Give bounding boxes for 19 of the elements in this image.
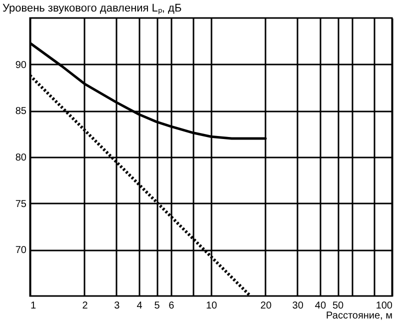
x-tick-label: 30 — [292, 300, 304, 312]
y-tick-label: 90 — [15, 60, 27, 71]
x-tick-label: 40 — [314, 300, 326, 312]
x-tick-label: 1 — [30, 300, 36, 312]
y-tick-label: 70 — [15, 245, 27, 256]
x-tick-label: 20 — [260, 300, 272, 312]
x-tick-label: 50 — [332, 300, 344, 312]
y-tick-label: 85 — [15, 106, 27, 118]
y-tick-label: 80 — [15, 152, 27, 164]
x-tick-label: 4 — [136, 300, 143, 312]
x-tick-label: 10 — [206, 300, 218, 312]
x-axis-title: Расстояние, м — [326, 310, 393, 322]
x-tick-label: 6 — [168, 300, 175, 312]
y-tick-label: 75 — [15, 198, 27, 210]
y-axis-title: Уровень звукового давления Lₚ, дБ — [2, 2, 182, 14]
x-tick-label: 5 — [154, 300, 160, 312]
x-tick-label: 2 — [82, 300, 88, 312]
x-tick-label: 100 — [376, 300, 393, 312]
x-tick-label: 3 — [114, 300, 120, 312]
